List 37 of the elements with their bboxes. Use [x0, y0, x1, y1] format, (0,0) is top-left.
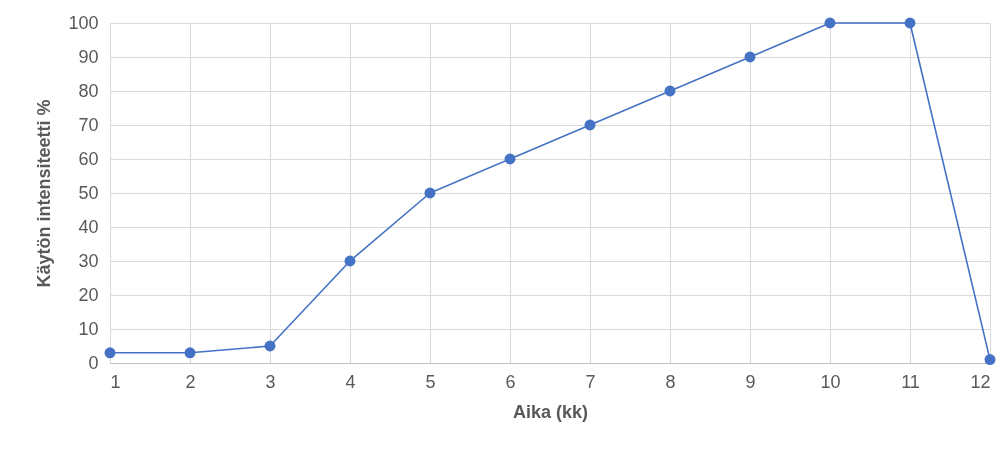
y-tick-label: 100 — [68, 12, 99, 33]
y-tick-label: 90 — [78, 46, 99, 67]
x-tick-label: 1 — [110, 371, 121, 392]
point — [104, 347, 116, 359]
x-tick-label: 4 — [345, 371, 356, 392]
y-tick-label: 0 — [88, 352, 99, 373]
x-tick-label: 6 — [505, 371, 516, 392]
point — [904, 17, 916, 29]
point — [264, 340, 276, 352]
x-axis-title: Aika (kk) — [512, 401, 589, 422]
x-tick-label: 7 — [585, 371, 596, 392]
point — [424, 187, 436, 199]
point — [664, 85, 676, 97]
x-tick-label: 10 — [820, 371, 841, 392]
y-tick-label: 20 — [78, 284, 99, 305]
x-tick-label: 12 — [970, 371, 991, 392]
y-tick-label: 70 — [78, 114, 99, 135]
y-tick-label: 60 — [78, 148, 99, 169]
x-tick-label: 8 — [665, 371, 676, 392]
point — [584, 119, 596, 131]
point — [504, 153, 516, 165]
y-tick-label: 80 — [78, 80, 99, 101]
y-tick-label: 50 — [78, 182, 99, 203]
x-tick-label: 11 — [901, 371, 920, 392]
point — [984, 354, 996, 366]
y-tick-label: 30 — [78, 250, 99, 271]
y-axis-title: Käytön intensiteetti % — [34, 99, 55, 288]
x-tick-label: 5 — [425, 371, 436, 392]
point — [744, 51, 756, 63]
x-tick-label: 9 — [745, 371, 756, 392]
y-tick-label: 40 — [78, 216, 99, 237]
point — [824, 17, 836, 29]
x-tick-label: 2 — [185, 371, 196, 392]
point — [184, 347, 196, 359]
x-tick-label: 3 — [265, 371, 276, 392]
y-tick-label: 10 — [78, 318, 99, 339]
point — [344, 255, 356, 267]
